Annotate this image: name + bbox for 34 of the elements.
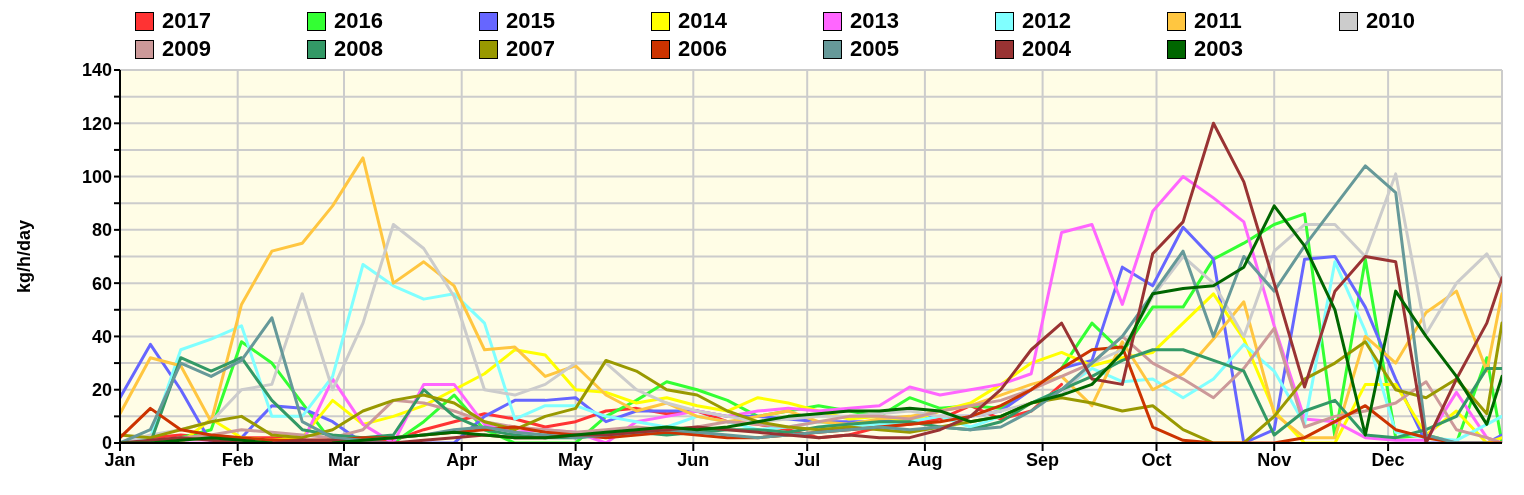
x-tick-label: Mar [328,449,361,470]
x-tick-label: Sep [1026,449,1060,470]
legend-label: 2003 [1194,36,1243,62]
legend-label: 2017 [162,8,211,34]
legend-label: 2005 [850,36,899,62]
legend-label: 2004 [1022,36,1071,62]
legend-label: 2009 [162,36,211,62]
x-tick-label: Feb [221,449,254,470]
x-tick-label: Dec [1371,449,1405,470]
x-tick-label: Apr [446,449,478,470]
legend-label: 2013 [850,8,899,34]
x-tick-label: May [558,449,594,470]
x-tick-label: Aug [907,449,943,470]
y-tick-label: 140 [81,60,112,81]
x-tick-label: Oct [1141,449,1172,470]
x-tick-label: Jul [794,449,821,470]
legend-label: 2006 [678,36,727,62]
legend-label: 2014 [678,8,727,34]
legend-label: 2011 [1194,8,1242,34]
legend-label: 2007 [506,36,555,62]
y-tick-label: 80 [91,220,112,241]
y-tick-label: 60 [91,273,112,294]
legend-label: 2012 [1022,8,1071,34]
legend-label: 2010 [1366,8,1415,34]
y-tick-label: 120 [81,113,112,134]
x-tick-label: Nov [1257,449,1292,470]
legend-label: 2008 [334,36,383,62]
y-tick-label: 20 [91,380,112,401]
x-tick-label: Jun [677,449,710,470]
legend-label: 2016 [334,8,383,34]
y-axis-title: kg/h/day [14,219,35,294]
y-tick-label: 100 [81,166,112,187]
legend-label: 2015 [506,8,555,34]
y-tick-label: 40 [91,326,112,347]
